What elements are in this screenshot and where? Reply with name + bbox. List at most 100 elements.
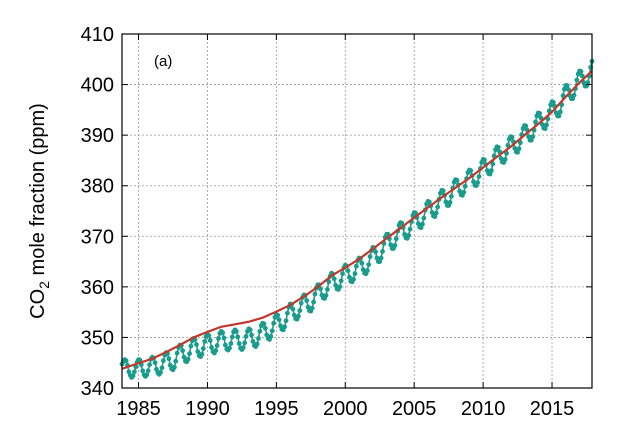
y-tick-label: 370 <box>81 226 114 248</box>
x-tick-label: 1990 <box>185 398 230 420</box>
monthly-data-point <box>440 188 446 194</box>
monthly-data-point <box>234 328 239 334</box>
monthly-data-point <box>254 341 260 347</box>
y-label-prefix: CO <box>27 289 49 319</box>
monthly-data-point <box>180 348 186 353</box>
monthly-data-point <box>516 146 522 152</box>
monthly-data-point <box>236 341 242 346</box>
monthly-data-point <box>407 226 413 232</box>
monthly-data-point <box>461 189 467 195</box>
monthly-data-point <box>271 320 277 326</box>
monthly-data-point <box>160 358 166 364</box>
x-tick-label: 2000 <box>323 398 368 420</box>
monthly-data-point <box>275 312 281 318</box>
monthly-data-point <box>482 157 487 163</box>
monthly-data-point <box>268 334 274 339</box>
monthly-data-point <box>187 351 192 357</box>
y-tick-label: 410 <box>81 24 114 46</box>
monthly-data-point <box>207 338 213 343</box>
monthly-data-point <box>220 330 226 336</box>
y-tick-label: 340 <box>81 378 114 400</box>
monthly-data-point <box>269 328 275 334</box>
monthly-data-point <box>283 318 289 324</box>
monthly-data-point <box>171 364 177 370</box>
monthly-data-point <box>298 300 304 306</box>
monthly-data-point <box>426 199 432 205</box>
monthly-data-point <box>132 369 137 375</box>
monthly-data-point <box>200 346 206 351</box>
monthly-data-point <box>309 305 315 311</box>
monthly-data-point <box>144 372 150 378</box>
monthly-data-point <box>340 271 345 277</box>
monthly-data-point <box>556 113 562 119</box>
monthly-data-point <box>392 242 398 248</box>
monthly-data-point <box>533 119 538 125</box>
panel-label: (a) <box>154 53 172 70</box>
monthly-data-point <box>229 334 235 340</box>
monthly-data-point <box>393 236 399 242</box>
monthly-data-point <box>449 193 454 199</box>
monthly-data-point <box>367 254 373 259</box>
monthly-data-point <box>331 276 337 282</box>
monthly-data-point <box>490 161 496 167</box>
monthly-data-point <box>447 200 453 205</box>
monthly-data-point <box>123 358 129 364</box>
monthly-data-point <box>276 317 282 323</box>
y-tick-label: 380 <box>81 176 114 198</box>
monthly-data-point <box>566 87 571 93</box>
monthly-data-point <box>130 373 136 379</box>
monthly-data-point <box>249 332 254 338</box>
monthly-data-point <box>214 343 220 348</box>
monthly-data-point <box>296 313 301 319</box>
monthly-data-point <box>435 204 441 210</box>
monthly-data-point <box>380 249 385 254</box>
monthly-data-point <box>557 109 563 115</box>
monthly-data-point <box>206 333 212 338</box>
monthly-data-point <box>209 345 214 350</box>
monthly-data-point <box>337 284 343 290</box>
monthly-data-point <box>468 168 474 173</box>
monthly-data-point <box>323 293 329 298</box>
monthly-data-point <box>285 310 290 316</box>
x-tick-label: 2005 <box>392 398 437 420</box>
monthly-data-point <box>262 325 268 331</box>
monthly-data-point <box>413 210 418 216</box>
y-tick-label: 350 <box>81 327 114 349</box>
monthly-data-point <box>194 342 199 347</box>
monthly-data-point <box>406 232 412 238</box>
x-tick-label: 1995 <box>254 398 299 420</box>
monthly-data-point <box>366 262 372 268</box>
monthly-data-point <box>338 278 344 284</box>
monthly-data-point <box>352 271 358 277</box>
monthly-data-point <box>454 177 460 183</box>
monthly-data-point <box>585 80 591 85</box>
monthly-data-point <box>544 122 549 128</box>
monthly-data-point <box>345 268 351 274</box>
series-layer <box>119 58 595 380</box>
monthly-data-point <box>257 328 263 334</box>
monthly-data-point <box>378 255 384 261</box>
monthly-data-point <box>159 365 165 371</box>
monthly-data-point <box>282 324 288 330</box>
monthly-data-point <box>551 99 556 105</box>
monthly-data-point <box>312 291 318 297</box>
monthly-data-point <box>145 368 151 374</box>
monthly-data-point <box>326 279 332 285</box>
monthly-data-point <box>495 144 501 150</box>
monthly-data-point <box>488 168 494 173</box>
x-tick-label: 2010 <box>461 398 506 420</box>
monthly-series-line <box>121 61 593 379</box>
monthly-data-point <box>578 69 584 74</box>
monthly-data-point <box>221 335 227 341</box>
monthly-data-point <box>158 369 163 375</box>
y-label-subscript: 2 <box>36 281 52 289</box>
monthly-data-point <box>147 362 152 368</box>
monthly-data-point <box>564 83 570 88</box>
monthly-data-point <box>250 339 256 344</box>
monthly-data-point <box>505 142 511 148</box>
monthly-data-point <box>166 356 172 362</box>
monthly-data-point <box>140 368 146 374</box>
monthly-data-point <box>174 350 180 356</box>
monthly-data-point <box>537 111 543 116</box>
